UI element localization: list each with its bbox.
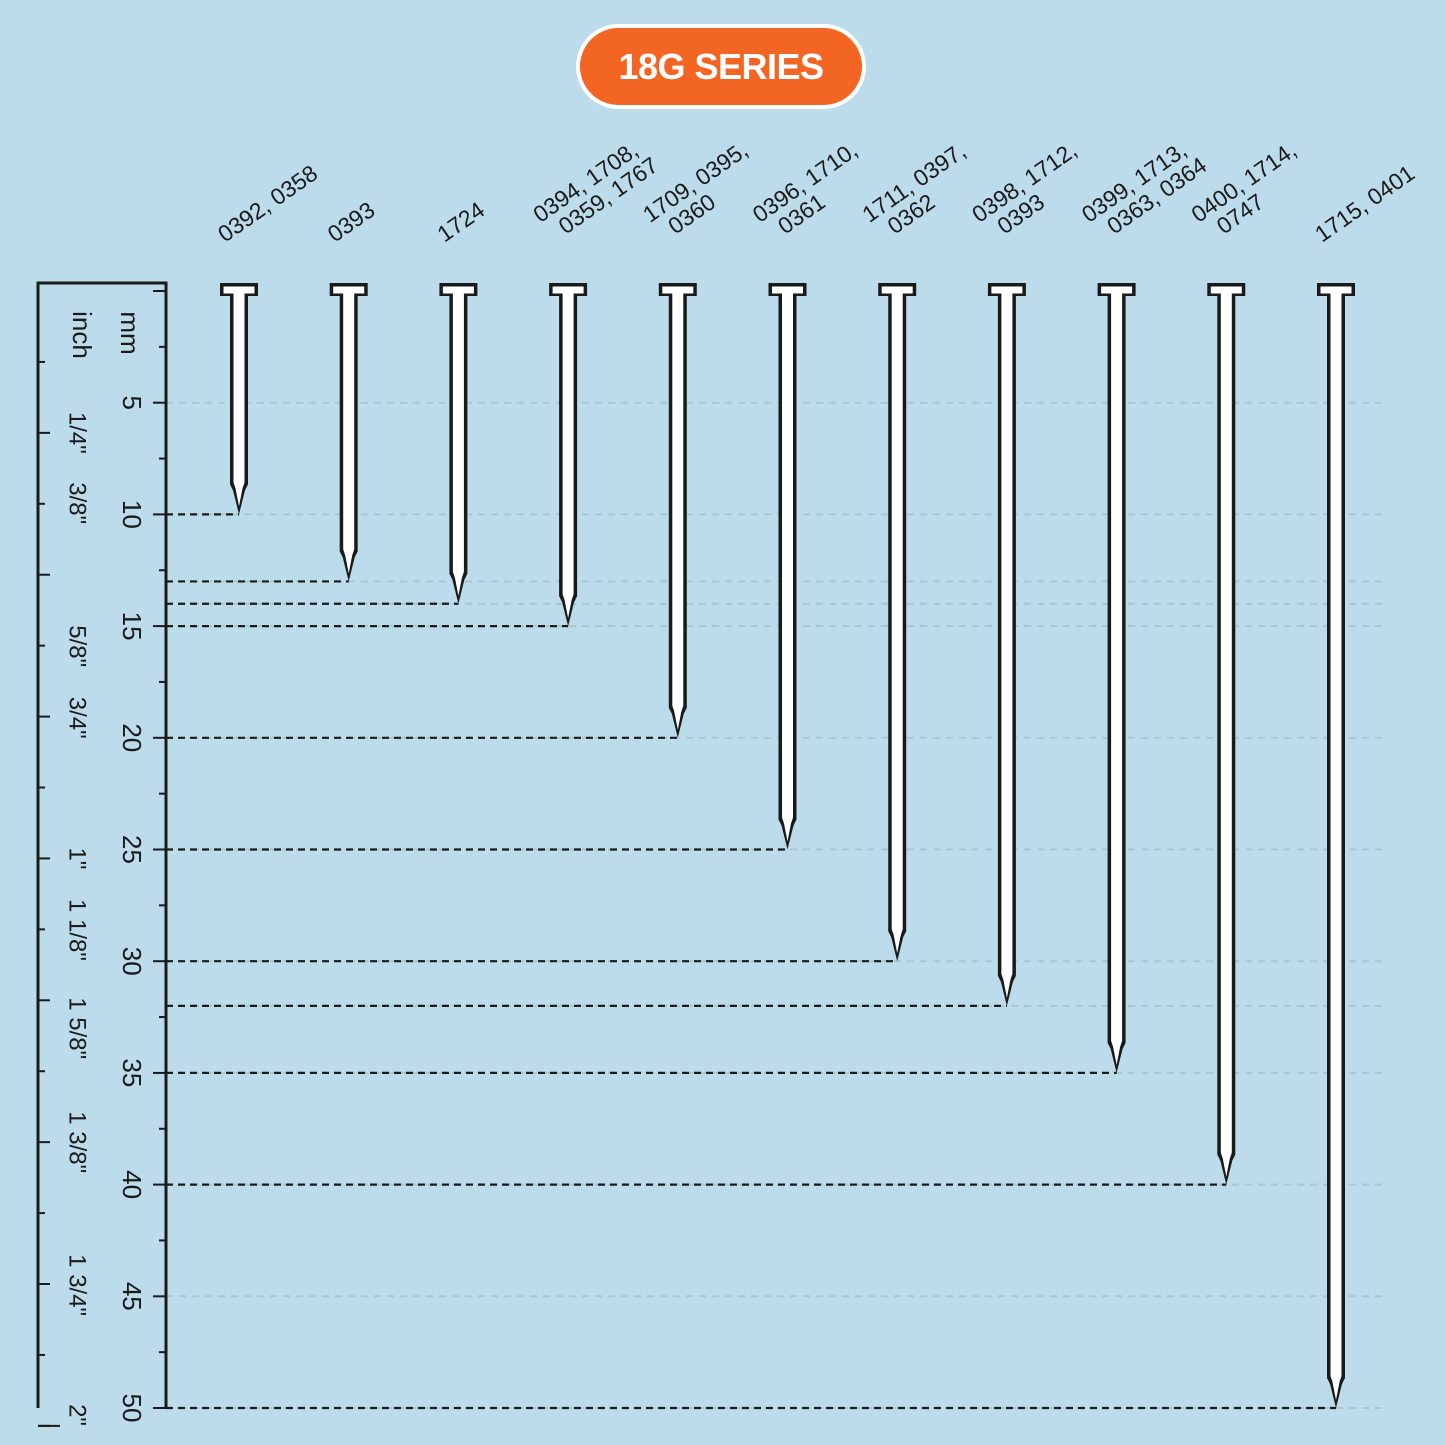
nail <box>1101 286 1133 1065</box>
nail <box>333 286 365 574</box>
mm-unit-label: mm <box>115 311 145 354</box>
mm-tick-label: 5 <box>117 395 147 409</box>
nail <box>442 286 474 596</box>
product-code-label: 0400, 1714,0747 <box>1186 136 1314 247</box>
product-code-label: 0396, 1710,0361 <box>748 136 876 247</box>
series-badge: 18G SERIES <box>576 24 866 109</box>
nail <box>1210 286 1242 1177</box>
inch-tick-label: 3/4" <box>64 697 91 739</box>
inch-unit-label: inch <box>67 311 97 359</box>
gridlines <box>166 401 1385 1409</box>
product-code-label: 0394, 1708,0359, 1767 <box>528 132 662 247</box>
product-code-labels: 0392, 0358 0393 1724 0394, 1708,0359, 17671… <box>213 132 1419 247</box>
inch-tick-label: 5/8" <box>64 625 91 667</box>
nail <box>881 286 913 954</box>
product-code-line: 1715, 0401 <box>1310 160 1419 247</box>
product-code-label: 0393 <box>323 196 380 247</box>
product-code-label: 1709, 0395,0360 <box>638 136 766 247</box>
mm-tick-label: 45 <box>117 1282 147 1311</box>
mm-tick-label: 25 <box>117 835 147 864</box>
inch-tick-label: 2" <box>64 1404 91 1426</box>
nail <box>1320 286 1352 1400</box>
product-code-line: 1724 <box>432 196 489 247</box>
product-code-label: 0392, 0358 <box>213 160 322 247</box>
mm-tick-label: 40 <box>117 1170 147 1199</box>
series-badge-label: 18G SERIES <box>618 45 824 87</box>
inch-tick-label: 1 1/8" <box>64 899 91 961</box>
nails <box>220 283 1355 1408</box>
nail <box>991 286 1023 998</box>
product-code-line: 0393 <box>323 196 380 247</box>
product-code-label: 0398, 1712,0393 <box>967 136 1095 247</box>
product-code-label: 1715, 0401 <box>1310 160 1419 247</box>
product-code-label: 1711, 0397,0362 <box>857 137 984 247</box>
mm-tick-label: 10 <box>117 500 147 529</box>
inch-tick-label: 1 3/4" <box>64 1254 91 1316</box>
inch-tick-label: 1" <box>64 847 91 869</box>
length-leader-lines <box>166 513 1336 1410</box>
product-code-label: 1724 <box>432 196 489 247</box>
product-code-line: 0392, 0358 <box>213 160 322 247</box>
nail <box>662 286 694 730</box>
ruler-frame <box>36 281 168 1408</box>
product-code-label: 0399, 1713,0363, 0364 <box>1077 132 1212 247</box>
inch-tick-label: 1 5/8" <box>64 997 91 1059</box>
mm-tick-label: 15 <box>117 612 147 641</box>
inch-tick-label: 3/8" <box>64 482 91 524</box>
mm-tick-label: 35 <box>117 1058 147 1087</box>
inch-tick-label: 1 3/8" <box>64 1111 91 1173</box>
nail <box>552 286 584 619</box>
mm-tick-label: 30 <box>117 947 147 976</box>
nail <box>772 286 803 842</box>
nail <box>223 286 255 507</box>
mm-tick-label: 20 <box>117 723 147 752</box>
inch-tick-label: 1/4" <box>64 412 91 454</box>
mm-tick-label: 50 <box>117 1394 147 1423</box>
